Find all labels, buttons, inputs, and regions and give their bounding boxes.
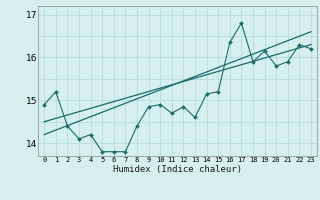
X-axis label: Humidex (Indice chaleur): Humidex (Indice chaleur) [113,165,242,174]
